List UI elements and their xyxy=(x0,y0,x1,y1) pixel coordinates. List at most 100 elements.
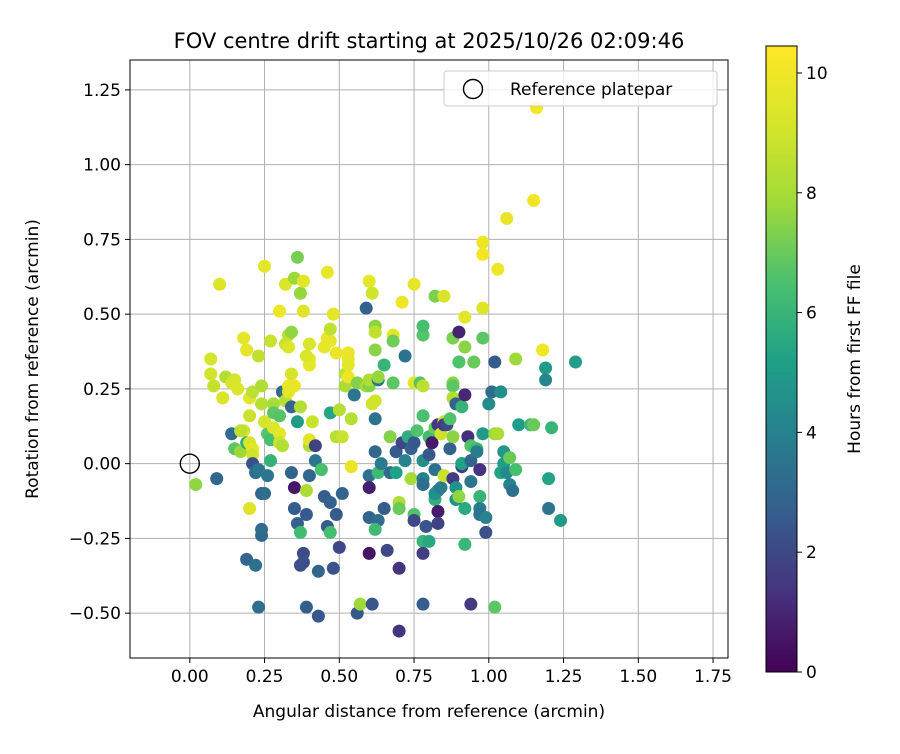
data-point xyxy=(416,478,430,492)
data-point xyxy=(467,355,481,369)
data-point xyxy=(416,379,430,393)
data-point xyxy=(264,334,278,348)
x-tick-label: 1.25 xyxy=(545,667,583,687)
data-point xyxy=(302,337,316,351)
data-point xyxy=(470,445,484,459)
data-point xyxy=(383,430,397,444)
colorbar-gradient xyxy=(765,45,798,673)
data-point xyxy=(416,597,430,611)
y-tick-label: 1.00 xyxy=(83,156,121,176)
data-point xyxy=(458,310,472,324)
data-point xyxy=(210,472,224,486)
data-point xyxy=(485,385,499,399)
data-point xyxy=(539,361,553,375)
data-point xyxy=(416,319,430,333)
x-tick-label: 0.50 xyxy=(320,667,358,687)
colorbar-tick-label: 4 xyxy=(806,423,817,443)
data-point xyxy=(509,352,523,366)
data-point xyxy=(473,490,487,504)
data-point xyxy=(404,472,418,486)
data-points xyxy=(189,101,583,638)
data-point xyxy=(512,418,526,432)
data-point xyxy=(491,427,505,441)
data-point xyxy=(249,558,263,572)
y-axis-ticks: −0.50 −0.25 0.00 0.25 0.50 0.75 1.00 1.25 xyxy=(69,81,130,624)
colorbar-ticks: 0 2 4 6 8 10 xyxy=(797,64,828,683)
data-point xyxy=(422,534,436,548)
data-point xyxy=(476,247,490,261)
data-point xyxy=(204,352,218,366)
data-point xyxy=(509,463,523,477)
data-point xyxy=(243,409,257,423)
x-tick-label: 1.50 xyxy=(619,667,657,687)
data-point xyxy=(416,409,430,423)
data-point xyxy=(452,355,466,369)
data-point xyxy=(234,424,248,438)
data-point xyxy=(407,513,421,527)
data-point xyxy=(296,546,310,560)
colorbar-tick-label: 8 xyxy=(806,184,817,204)
data-point xyxy=(368,445,382,459)
data-point xyxy=(488,600,502,614)
data-point xyxy=(431,516,445,530)
colorbar-tick-label: 6 xyxy=(806,304,817,324)
data-point xyxy=(434,481,448,495)
chart-title: FOV centre drift starting at 2025/10/26 … xyxy=(174,29,685,53)
data-point xyxy=(407,436,421,450)
x-tick-label: 0.25 xyxy=(246,667,284,687)
data-point xyxy=(419,519,433,533)
data-point xyxy=(323,496,337,510)
data-point xyxy=(246,448,260,462)
data-point xyxy=(287,502,301,515)
data-point xyxy=(329,507,343,521)
data-point xyxy=(264,454,278,468)
colorbar-label: Hours from first FF file xyxy=(845,264,865,454)
data-point xyxy=(362,546,376,560)
data-point xyxy=(422,448,436,462)
data-point xyxy=(458,502,472,515)
data-point xyxy=(332,540,346,554)
plot-frame xyxy=(129,59,729,659)
data-point xyxy=(216,391,230,405)
data-point xyxy=(458,340,472,354)
data-point xyxy=(437,289,451,303)
data-point xyxy=(299,349,313,363)
data-point xyxy=(296,555,310,569)
data-point xyxy=(189,478,203,492)
data-point xyxy=(527,194,541,208)
data-point xyxy=(545,421,559,435)
x-axis-label: Angular distance from reference (arcmin) xyxy=(253,702,605,722)
data-point xyxy=(389,466,403,480)
data-point xyxy=(252,349,266,363)
data-point xyxy=(416,546,430,560)
data-point xyxy=(368,325,382,339)
data-point xyxy=(362,274,376,288)
data-point xyxy=(284,400,298,414)
data-point xyxy=(380,543,394,557)
data-point xyxy=(299,600,313,614)
data-point xyxy=(479,510,493,524)
data-point xyxy=(542,472,556,486)
data-point xyxy=(500,211,514,225)
data-point xyxy=(305,415,319,429)
data-point xyxy=(281,340,295,354)
data-point xyxy=(398,454,412,468)
y-tick-label: −0.50 xyxy=(69,604,121,624)
data-point xyxy=(258,487,272,501)
data-point xyxy=(476,235,490,249)
data-point xyxy=(443,442,457,456)
data-point xyxy=(476,301,490,315)
data-point xyxy=(464,597,478,611)
data-point xyxy=(569,355,583,369)
data-point xyxy=(311,609,325,623)
data-point xyxy=(377,358,391,372)
data-point xyxy=(452,325,466,339)
y-tick-label: 0.00 xyxy=(83,455,121,475)
data-point xyxy=(446,379,460,393)
data-point xyxy=(395,295,409,309)
data-point xyxy=(347,388,361,402)
data-point xyxy=(302,469,316,483)
data-point xyxy=(323,525,337,539)
